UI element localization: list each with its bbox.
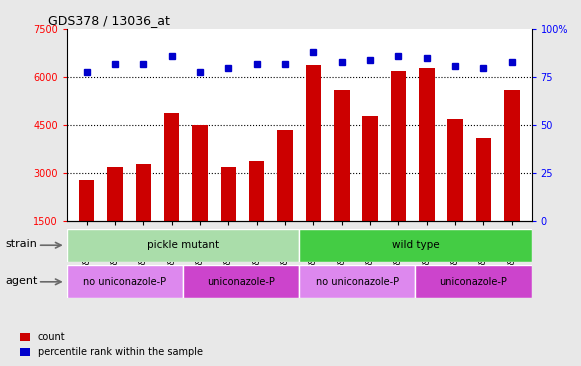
Bar: [447, 119, 463, 269]
Bar: [334, 90, 350, 269]
Legend: count, percentile rank within the sample: count, percentile rank within the sample: [16, 329, 207, 361]
Text: wild type: wild type: [392, 240, 439, 250]
Bar: [390, 71, 406, 269]
Bar: [249, 161, 264, 269]
Bar: [299, 229, 532, 262]
Text: GDS378 / 13036_at: GDS378 / 13036_at: [48, 14, 170, 27]
Bar: [107, 167, 123, 269]
Text: strain: strain: [6, 239, 38, 250]
Bar: [299, 265, 415, 298]
Text: pickle mutant: pickle mutant: [147, 240, 219, 250]
Bar: [415, 265, 532, 298]
Bar: [419, 68, 435, 269]
Text: agent: agent: [6, 276, 38, 286]
Bar: [183, 265, 299, 298]
Bar: [363, 116, 378, 269]
Bar: [164, 113, 180, 269]
Bar: [192, 125, 208, 269]
Text: uniconazole-P: uniconazole-P: [440, 277, 507, 287]
Bar: [306, 64, 321, 269]
Text: no uniconazole-P: no uniconazole-P: [315, 277, 399, 287]
Bar: [67, 265, 183, 298]
Bar: [135, 164, 151, 269]
Text: uniconazole-P: uniconazole-P: [207, 277, 275, 287]
Bar: [67, 229, 299, 262]
Bar: [221, 167, 236, 269]
Text: no uniconazole-P: no uniconazole-P: [83, 277, 167, 287]
Bar: [79, 180, 95, 269]
Bar: [504, 90, 519, 269]
Bar: [277, 130, 293, 269]
Bar: [476, 138, 491, 269]
